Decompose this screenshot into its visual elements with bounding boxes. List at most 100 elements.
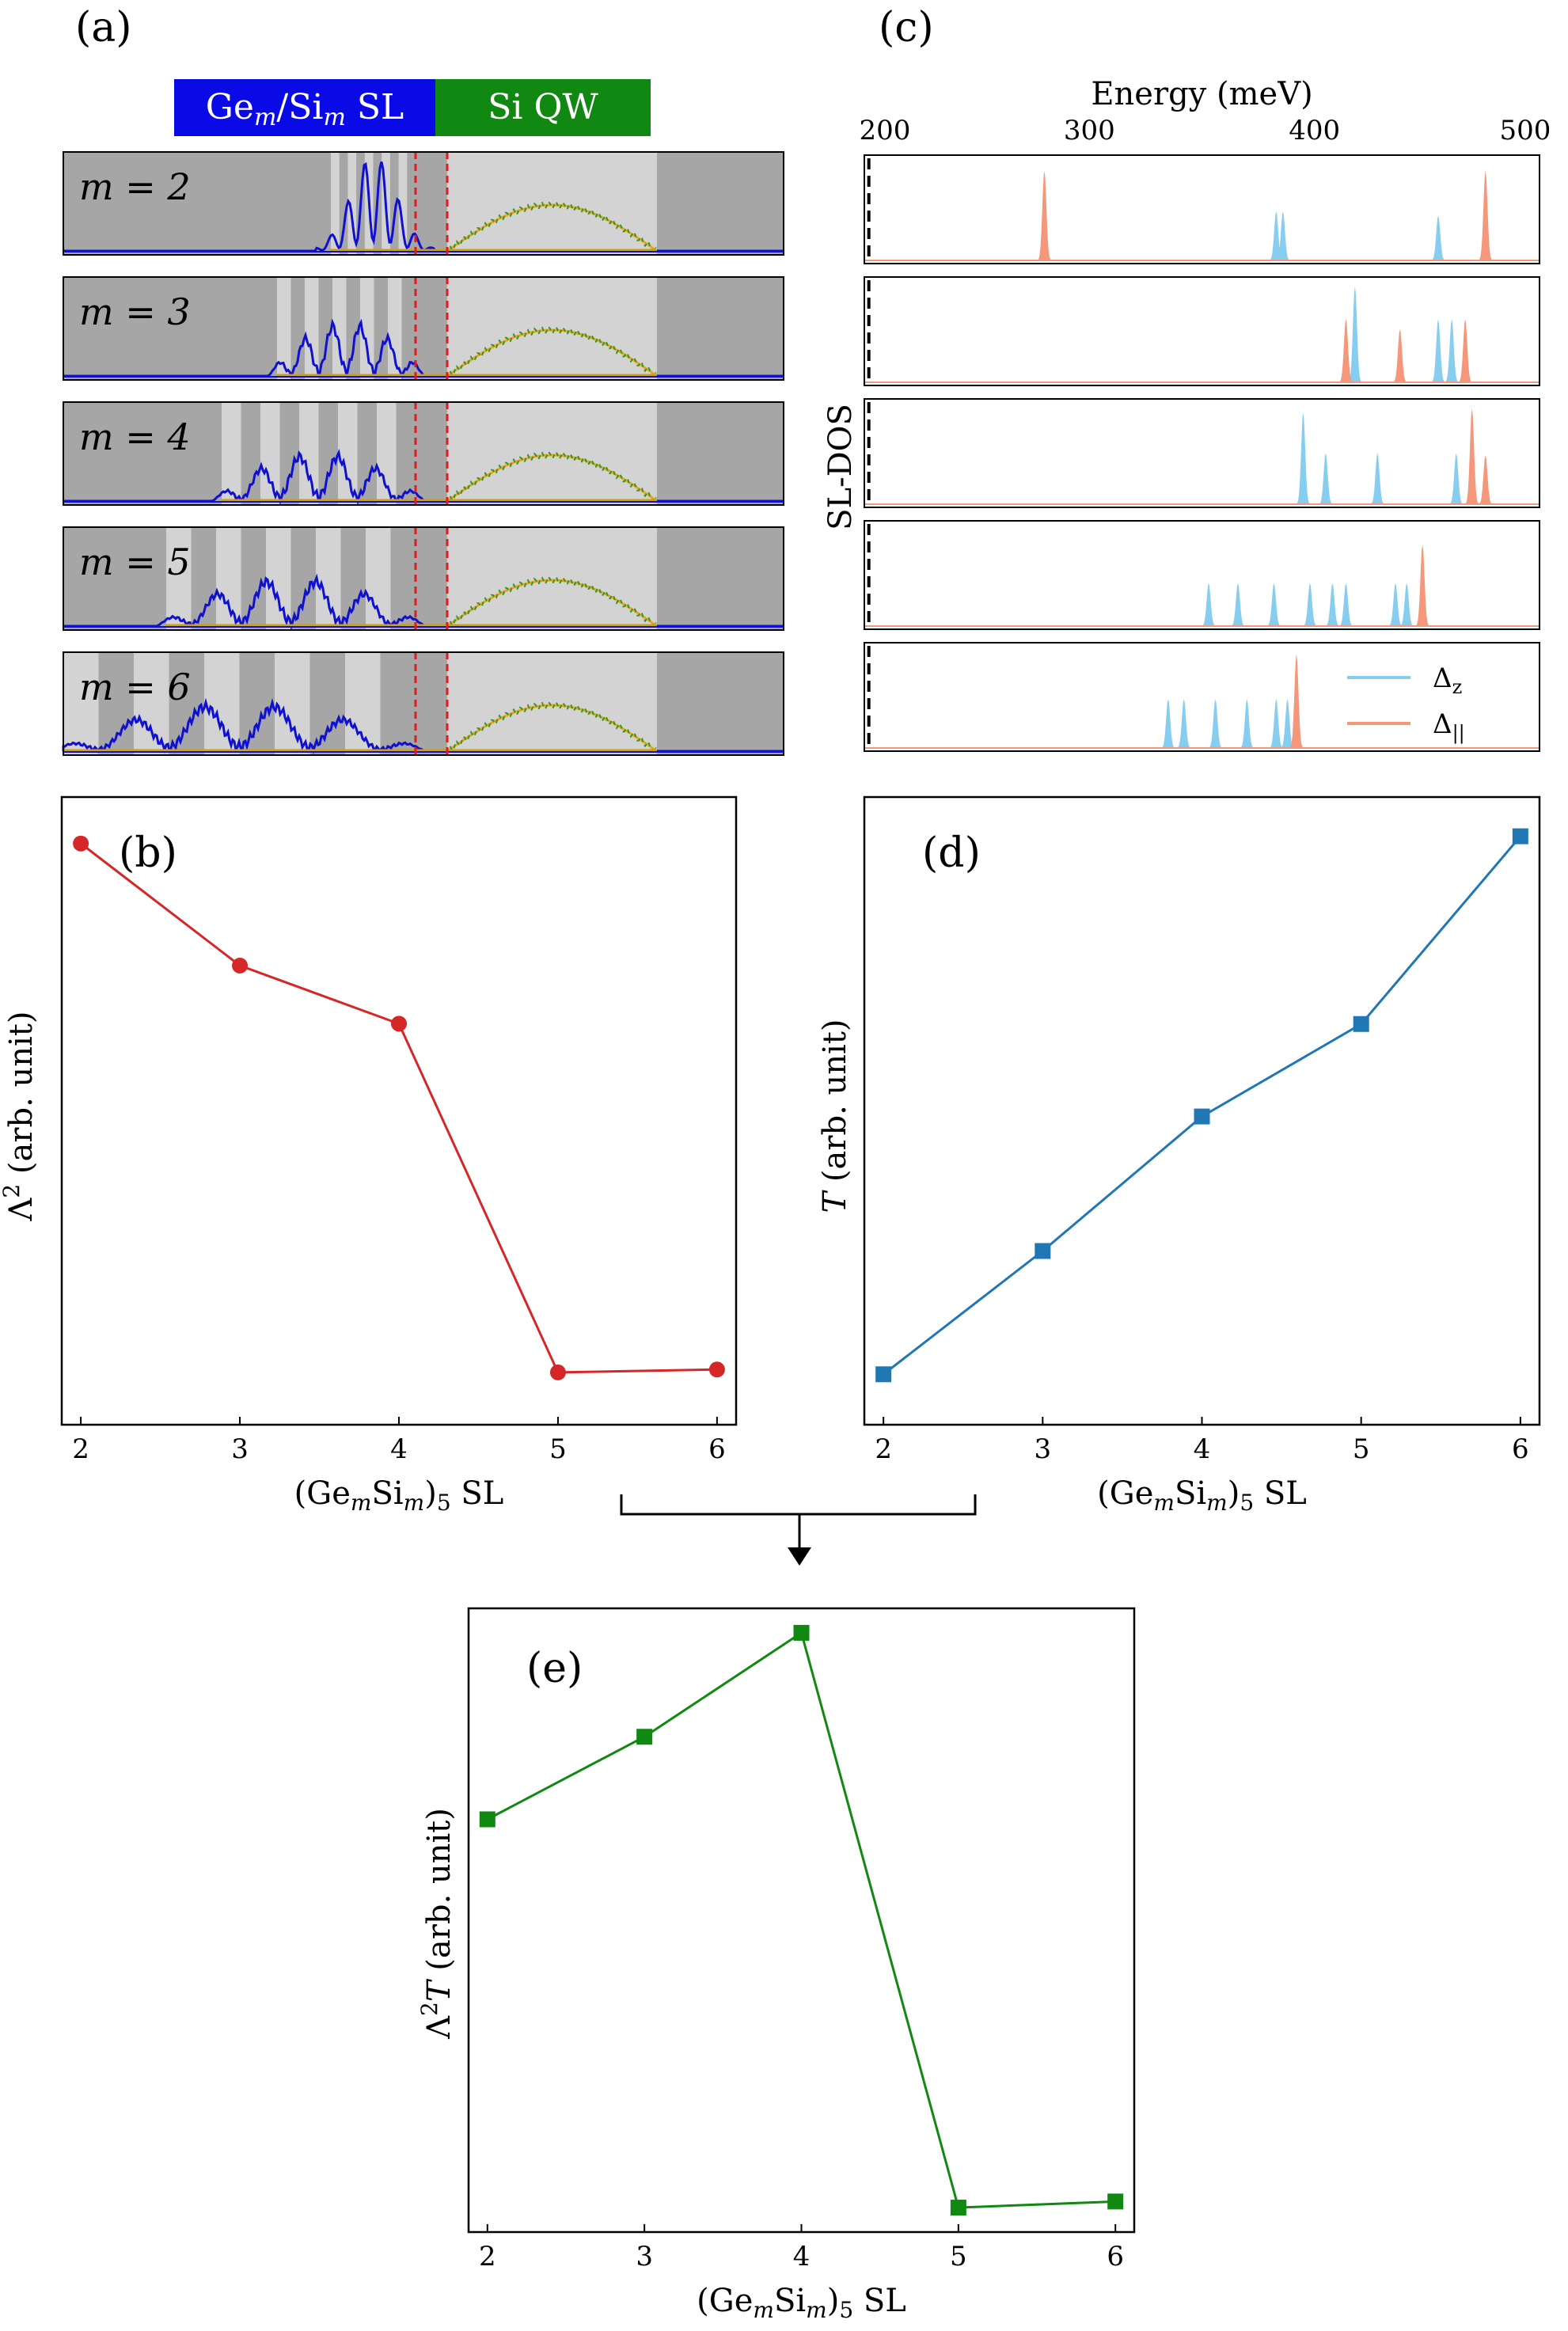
x-axis-label: (GemSim)5 SL <box>1097 1475 1307 1516</box>
x-tick-label: 6 <box>708 1433 726 1465</box>
ge-region <box>63 277 784 380</box>
energy-tick-label: 500 <box>1500 115 1551 146</box>
delta-z-peak <box>1326 583 1339 626</box>
data-point <box>1035 1243 1051 1259</box>
x-tick-label: 2 <box>479 2241 496 2272</box>
delta-z-peak <box>1270 699 1283 748</box>
panel-d-transmission: 2 3 4 5 6 (d) (GemSim)5 SL T (arb. unit) <box>817 795 1541 1516</box>
qw-overlay-line <box>446 700 657 753</box>
panel-label: (e) <box>526 1645 583 1692</box>
energy-tick-label: 300 <box>1064 115 1115 146</box>
dos-subplot-bg <box>864 521 1540 629</box>
data-point <box>391 1016 407 1032</box>
y-axis-label: Λ2T (arb. unit) <box>416 1808 457 2040</box>
sl-header-label: Gem/Sim SL <box>206 87 404 131</box>
x-tick-label: 2 <box>72 1433 89 1465</box>
subplot-frame <box>63 276 784 381</box>
data-point <box>1512 828 1528 845</box>
si-layer <box>377 402 397 505</box>
qw-overlay-line <box>446 575 657 628</box>
dos-subplot-frame <box>864 398 1540 508</box>
delta-par-peak <box>1038 170 1051 260</box>
delta-z-peak <box>1270 211 1283 260</box>
si-layer <box>166 527 192 630</box>
delta-z-peak <box>1432 319 1445 382</box>
energy-axis-title: Energy (meV) <box>1091 76 1312 112</box>
subplot-label: m = 2 <box>79 165 191 208</box>
si-layer <box>338 402 358 505</box>
si-qw-region <box>447 402 657 505</box>
delta-z-peak <box>1339 583 1353 626</box>
subplot-frame <box>63 526 784 631</box>
x-tick-label: 4 <box>390 1433 408 1465</box>
data-point <box>875 1366 892 1383</box>
delta-z-peak <box>1449 453 1463 504</box>
subplot-label: m = 5 <box>79 541 191 583</box>
legend-label-delta-z: Δz <box>1433 662 1462 698</box>
data-point <box>549 1364 566 1380</box>
delta-z-peak <box>1281 699 1294 748</box>
x-tick-label: 5 <box>950 2241 967 2272</box>
ge-region <box>63 652 784 755</box>
qw-overlay-line <box>446 200 657 252</box>
delta-z-peak <box>1319 453 1332 504</box>
si-layer <box>216 527 241 630</box>
dos-subplot-frame <box>864 642 1540 752</box>
subplot-frame <box>63 651 784 756</box>
qw-header-bar <box>435 79 651 136</box>
si-qw-region <box>447 152 657 255</box>
delta-par-peak <box>1479 170 1492 260</box>
delta-par-peak <box>1339 319 1353 382</box>
si-layer <box>277 277 291 380</box>
si-layer <box>316 527 341 630</box>
ge-region <box>63 402 784 505</box>
si-layer <box>266 527 291 630</box>
data-point <box>232 957 249 974</box>
delta-par-peak <box>1465 408 1479 504</box>
panel-label-c: (c) <box>879 4 934 51</box>
down-arrow-icon <box>788 1547 811 1566</box>
si-layer <box>347 152 357 255</box>
data-point <box>636 1729 653 1745</box>
x-tick-label: 3 <box>636 2241 653 2272</box>
delta-z-peak <box>1240 699 1254 748</box>
x-axis-label: (GemSim)5 SL <box>697 2283 906 2323</box>
delta-par-peak <box>1459 319 1472 382</box>
si-qw-region <box>447 527 657 630</box>
delta-z-peak <box>1177 699 1190 748</box>
energy-tick-label: 200 <box>860 115 911 146</box>
x-axis-label: (GemSim)5 SL <box>294 1475 504 1516</box>
subplot-frame <box>63 151 784 256</box>
x-tick-label: 6 <box>1107 2241 1124 2272</box>
x-tick-label: 4 <box>793 2241 811 2272</box>
x-tick-label: 5 <box>549 1433 567 1465</box>
x-tick-label: 4 <box>1194 1433 1211 1465</box>
dos-subplot-bg <box>864 155 1540 264</box>
si-layer <box>331 152 340 255</box>
delta-z-peak <box>1389 583 1403 626</box>
delta-z-peak <box>1267 583 1281 626</box>
panel-label: (b) <box>119 830 177 877</box>
dos-subplot-frame <box>864 520 1540 630</box>
panel-a-wavefunctions: m = 2 m = 3 m = 4 m = 5 m = 6 <box>62 151 784 756</box>
si-layer <box>388 277 402 380</box>
dos-subplot-frame <box>864 154 1540 264</box>
x-tick-label: 3 <box>1035 1433 1052 1465</box>
dos-subplot-bg <box>864 277 1540 385</box>
ge-region <box>63 152 784 255</box>
subplot-label: m = 6 <box>79 666 191 708</box>
data-point <box>73 835 89 852</box>
panel-label: (d) <box>922 830 981 877</box>
x-tick-label: 6 <box>1512 1433 1529 1465</box>
panel-b-lambda-squared: 2 3 4 5 6 (b) (GemSim)5 SL Λ2 (arb. unit) <box>0 795 738 1516</box>
data-point <box>1194 1108 1210 1125</box>
dos-subplot-bg <box>864 643 1540 751</box>
si-qw-region <box>447 652 657 755</box>
qw-header-label: Si QW <box>488 87 598 127</box>
delta-z-peak <box>1161 699 1175 748</box>
si-layer <box>134 652 169 755</box>
sl-dos-axis-label: SL-DOS <box>822 404 859 530</box>
data-point <box>479 1811 495 1828</box>
dos-subplot-frame <box>864 276 1540 386</box>
delta-z-peak <box>1303 583 1316 626</box>
